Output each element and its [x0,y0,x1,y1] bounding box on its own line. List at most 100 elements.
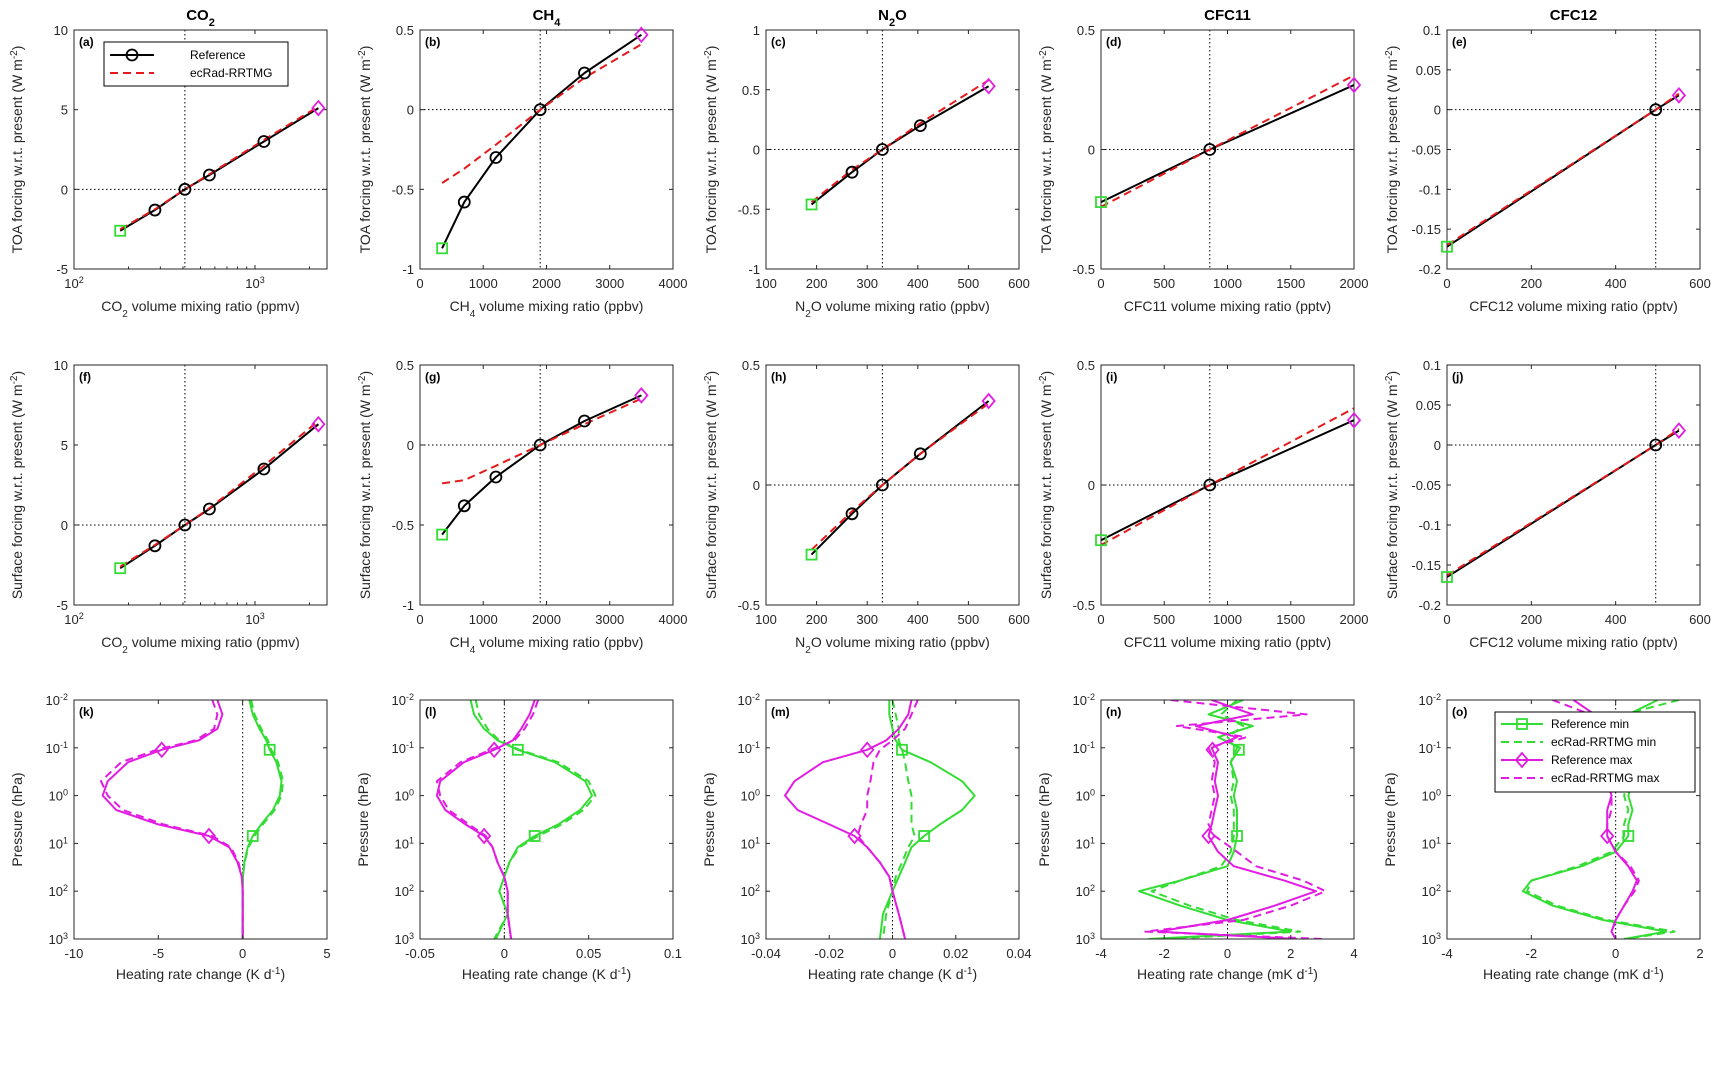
subscript: 2 [889,17,895,29]
min-marker [896,743,908,756]
text-span: 10 [395,789,409,804]
axes-frame [1446,29,1701,270]
text-span: CH [533,7,555,24]
subscript: 4 [470,309,476,320]
y-tick-label: 0.5 [742,83,760,98]
exponent: 3 [409,931,414,941]
panel-h: 100 200 300 400 500 600 -0.5 0 0.5 (h) Surface for… [703,358,1030,656]
text-span: 10 [46,693,60,708]
y-tick-label: -0.5 [392,182,414,197]
ecrad-max-line [1144,700,1327,939]
min-marker [436,242,449,255]
reference-marker [533,438,547,452]
text-span: 10 [1073,693,1087,708]
max-marker [1346,76,1362,94]
y-tick-label: 10-1 [1419,740,1441,756]
x-axis-label: N2O volume mixing ratio (ppbv) [795,634,990,656]
y-tick-label: 5 [61,438,68,453]
y-tick-label: 0 [407,438,414,453]
text-span: 10 [1422,789,1436,804]
ecrad-line [810,79,990,203]
subscript: 2 [805,309,811,320]
y-axis-label: Pressure (hPa) [1382,772,1398,866]
unit-superscript: -2 [357,50,368,59]
text-span: 10 [1076,789,1090,804]
x-tick-label: 3000 [595,612,624,627]
ecrad-max-line [435,700,540,939]
y-tick-label: 102 [49,883,68,899]
exponent: 0 [1090,788,1095,798]
exponent: 3 [1436,931,1441,941]
panel-j: 0 200 400 600 -0.2 -0.15 -0.1 -0.05 0 0.05 0.1 (j) S… [1384,358,1711,650]
text-span: ) [1659,966,1664,982]
ecrad-min-line [882,700,916,939]
reference-marker [148,203,162,217]
y-tick-label: 10-2 [1073,692,1095,708]
y-tick-label: 0.1 [1423,358,1441,373]
text-span: Surface forcing w.r.t. present (W m [703,384,719,599]
plot-area [1447,30,1700,269]
text-span: ) [357,46,373,51]
x-tick-label: 4 [1350,946,1357,961]
text-span: CH [450,634,470,650]
x-tick-label: 103 [245,275,264,291]
reference-marker [1203,478,1217,492]
x-tick-label: 102 [64,611,83,627]
y-tick-label: 103 [395,931,414,947]
x-axis-label: CO2 volume mixing ratio (ppmv) [101,634,300,656]
max-marker [311,99,326,117]
x-tick-label: 1000 [469,612,498,627]
exponent: 1 [1436,835,1441,845]
panel-c: 100 200 300 400 500 600 -1 -0.5 0 0.5 1 (c) TOA forc… [703,23,1030,320]
x-tick-label: -0.04 [751,946,781,961]
x-tick-label: 2000 [1340,612,1369,627]
reference-marker [578,414,591,428]
y-axis-label: TOA forcing w.r.t. present (W m-2) [1384,46,1401,254]
x-tick-label: -4 [1095,946,1107,961]
max-marker [981,77,996,95]
reference-marker [1203,143,1217,156]
reference-marker [489,470,503,484]
ecrad-line [810,402,990,551]
axes-frame [419,29,674,270]
x-tick-label: 0 [889,946,896,961]
y-tick-label: 101 [741,835,760,851]
text-span: Surface forcing w.r.t. present (W m [357,384,373,599]
text-span: 10 [49,789,63,804]
x-axis-label: N2O volume mixing ratio (ppbv) [795,298,990,320]
exponent: 3 [1090,931,1095,941]
reference-marker [148,539,162,553]
y-tick-label: 103 [741,931,760,947]
text-span: 10 [738,693,752,708]
y-tick-label: 100 [49,788,68,804]
y-tick-label: 0 [61,518,68,533]
y-tick-label: -0.5 [738,598,760,613]
min-marker [528,830,541,842]
y-tick-label: -0.2 [1419,598,1441,613]
text-span: O volume mixing ratio (ppbv) [811,634,990,650]
x-tick-label: 2000 [532,612,561,627]
text-span: 10 [1422,932,1436,947]
y-tick-label: -0.5 [738,202,760,217]
exponent: -2 [406,692,414,702]
reference-marker [457,499,471,513]
y-tick-label: -0.5 [1073,598,1095,613]
y-tick-label: -0.5 [1073,262,1095,277]
panel-label: (e) [1452,35,1467,49]
text-span: TOA forcing w.r.t. present (W m [357,59,373,253]
column-title: CFC12 [1550,7,1598,24]
x-tick-label: 0 [416,612,423,627]
panel-label: (n) [1106,705,1121,719]
legend-label: ecRad-RRTMG max [1551,771,1659,785]
text-span: 10 [245,612,259,627]
plot-area [1101,365,1354,605]
text-span: CFC12 [1550,7,1598,24]
column-title: N2O [878,7,907,29]
reference-marker [845,507,859,521]
text-span: Surface forcing w.r.t. present (W m [1038,384,1054,599]
y-tick-label: 103 [1076,931,1095,947]
exponent: 1 [1090,835,1095,845]
